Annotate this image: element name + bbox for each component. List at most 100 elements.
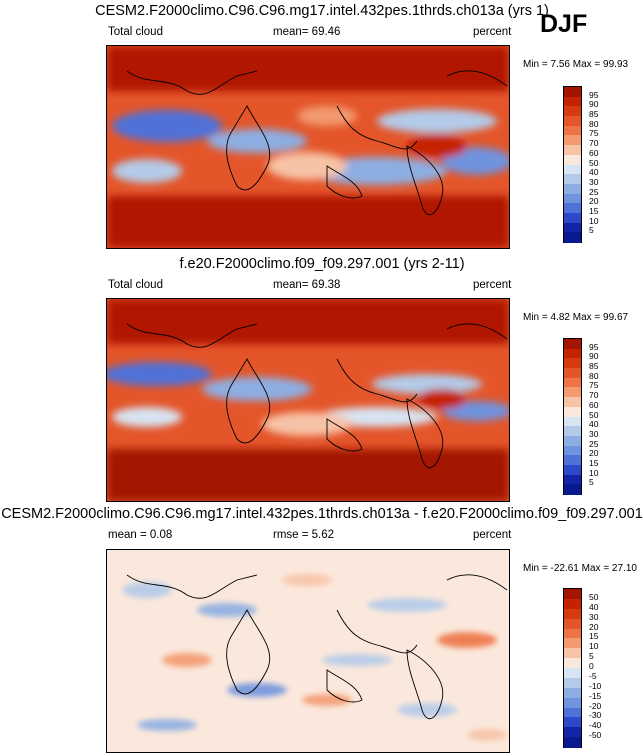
colorbar-tick-label: 30 — [589, 428, 599, 439]
panel-1-variable-label: Total cloud — [108, 26, 163, 38]
colorbar-tick-label: 15 — [589, 631, 599, 642]
panel-2-mean-label: mean= 69.38 — [273, 279, 341, 291]
colorbar-cell — [564, 697, 581, 708]
colorbar-tick-label: 25 — [589, 438, 599, 449]
colorbar-cell — [564, 116, 581, 127]
colorbar-tick-label: 80 — [589, 118, 599, 129]
panel-2-min-max: Min = 4.82 Max = 99.67 — [523, 312, 629, 323]
colorbar-tick-label: 15 — [589, 457, 599, 468]
colorbar-cell — [564, 416, 581, 427]
colorbar-cell — [564, 193, 581, 204]
colorbar-tick-label: 60 — [589, 147, 599, 158]
panel-1-min-max: Min = 7.56 Max = 99.93 — [523, 59, 629, 70]
colorbar-tick-label: -40 — [589, 720, 602, 731]
panel-3-rmse-label: rmse = 5.62 — [273, 529, 335, 541]
colorbar-cell — [564, 727, 581, 738]
panel-3-colorbar — [563, 588, 582, 748]
colorbar-tick-label: 20 — [589, 448, 599, 459]
colorbar-tick-label: 75 — [589, 128, 599, 139]
panel-2-map — [106, 298, 510, 502]
colorbar-tick-label: 30 — [589, 611, 599, 622]
colorbar-tick-label: 10 — [589, 215, 599, 226]
panel-3-min-max: Min = -22.61 Max = 27.10 — [523, 563, 637, 574]
colorbar-tick-label: 5 — [589, 651, 594, 662]
colorbar-cell — [564, 464, 581, 476]
season-label: DJF — [540, 10, 588, 38]
panel-3-mean-label: mean = 0.08 — [108, 529, 173, 541]
colorbar-cell — [564, 608, 581, 620]
colorbar-tick-label: 10 — [589, 467, 599, 478]
colorbar-tick-label: -20 — [589, 700, 602, 711]
colorbar-tick-label: 85 — [589, 109, 599, 120]
colorbar-cell — [564, 154, 581, 165]
colorbar-cell — [564, 348, 581, 359]
colorbar-tick-label: -50 — [589, 730, 602, 741]
colorbar-cell — [564, 174, 581, 185]
colorbar-cell — [564, 377, 581, 388]
colorbar-tick-label: 90 — [589, 99, 599, 110]
colorbar-cell — [564, 455, 581, 466]
panel-1-mean-label: mean= 69.46 — [273, 26, 341, 38]
colorbar-cell — [564, 368, 581, 379]
colorbar-cell — [564, 677, 581, 689]
colorbar-cell — [564, 397, 581, 408]
colorbar-tick-label: 30 — [589, 176, 599, 187]
colorbar-tick-label: 85 — [589, 361, 599, 372]
colorbar-tick-label: 75 — [589, 380, 599, 391]
colorbar-tick-label: 5 — [589, 225, 594, 236]
panel-1-units-label: percent — [473, 26, 512, 38]
colorbar-cell — [564, 87, 581, 98]
colorbar-cell — [564, 717, 581, 728]
colorbar-tick-label: -10 — [589, 680, 602, 691]
colorbar-cell — [564, 387, 581, 398]
colorbar-cell — [564, 589, 581, 600]
colorbar-cell — [564, 222, 581, 233]
panel-1-colorbar — [563, 86, 582, 243]
colorbar-tick-label: 50 — [589, 591, 599, 602]
colorbar-cell — [564, 628, 581, 639]
colorbar-tick-label: 40 — [589, 167, 599, 178]
colorbar-cell — [564, 435, 581, 447]
panel-2-units-label: percent — [473, 279, 512, 291]
panel-1-map — [106, 45, 510, 249]
panel-1-map-field — [107, 46, 509, 248]
colorbar-cell — [564, 145, 581, 156]
colorbar-tick-label: 60 — [589, 399, 599, 410]
colorbar-tick-label: -5 — [589, 670, 597, 681]
colorbar-tick-label: 90 — [589, 351, 599, 362]
colorbar-cell — [564, 426, 581, 437]
colorbar-cell — [564, 598, 581, 610]
panel-2-variable-label: Total cloud — [108, 279, 163, 291]
colorbar-cell — [564, 135, 581, 146]
colorbar-tick-label: 80 — [589, 370, 599, 381]
panel-1-title: CESM2.F2000climo.C96.C96.mg17.intel.432p… — [95, 3, 549, 19]
colorbar-cell — [564, 212, 581, 224]
panel-3-map — [106, 549, 510, 753]
colorbar-tick-label: 50 — [589, 409, 599, 420]
colorbar-cell — [564, 668, 581, 679]
colorbar-tick-label: 25 — [589, 186, 599, 197]
colorbar-tick-label: 40 — [589, 601, 599, 612]
panel-2-colorbar — [563, 338, 582, 495]
colorbar-cell — [564, 406, 581, 417]
colorbar-cell — [564, 474, 581, 485]
colorbar-tick-label: 0 — [589, 661, 594, 671]
colorbar-cell — [564, 125, 581, 136]
colorbar-tick-label: 10 — [589, 641, 599, 652]
colorbar-tick-label: 50 — [589, 157, 599, 168]
colorbar-tick-label: -15 — [589, 690, 602, 701]
colorbar-tick-label: 70 — [589, 138, 599, 149]
colorbar-cell — [564, 164, 581, 175]
colorbar-cell — [564, 737, 581, 748]
panel-2-title: f.e20.F2000climo.f09_f09.297.001 (yrs 2-… — [179, 256, 465, 272]
colorbar-tick-label: 70 — [589, 390, 599, 401]
colorbar-cell — [564, 358, 581, 369]
colorbar-cell — [564, 203, 581, 214]
colorbar-cell — [564, 232, 581, 243]
panel-2-map-field — [107, 299, 509, 501]
colorbar-tick-label: 95 — [589, 89, 599, 100]
colorbar-cell — [564, 658, 581, 669]
colorbar-cell — [564, 687, 581, 699]
colorbar-cell — [564, 638, 581, 649]
colorbar-tick-label: 5 — [589, 477, 594, 488]
